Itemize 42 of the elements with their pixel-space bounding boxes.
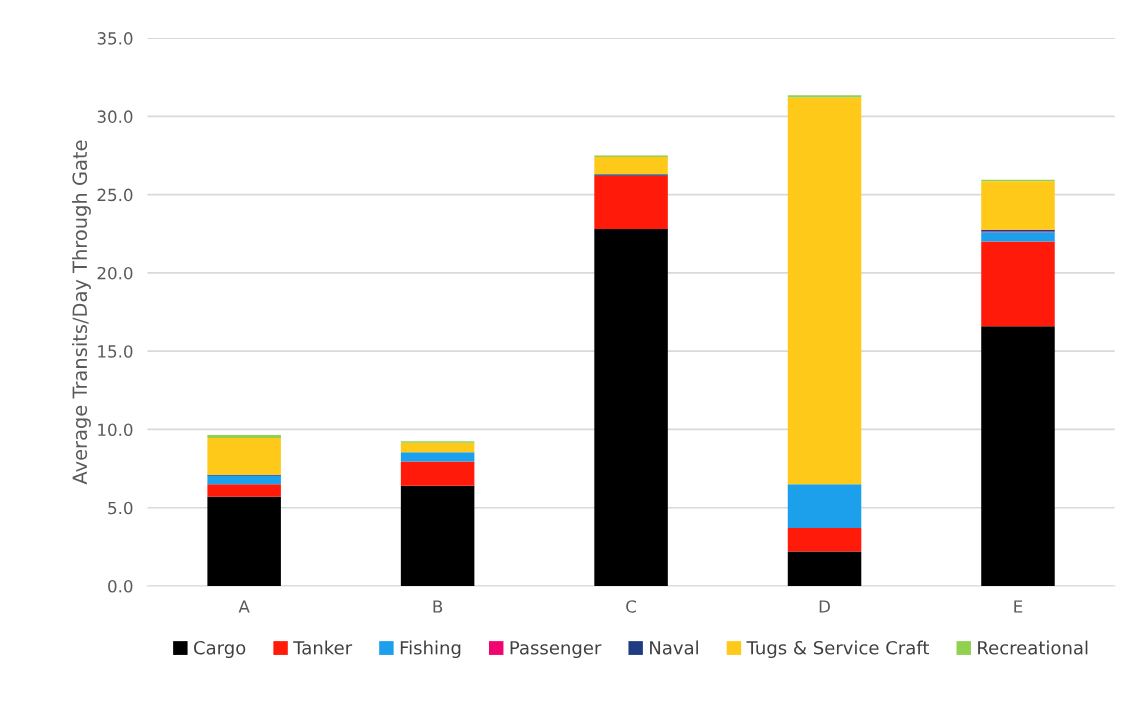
- bar: [400, 452, 475, 462]
- x-tick-label: E: [1014, 600, 1023, 613]
- legend-label: Recreational: [978, 640, 1088, 655]
- bar: [981, 241, 1055, 327]
- bar: [400, 485, 475, 586]
- y-tick-label: 15.0: [98, 345, 133, 358]
- bar: [207, 434, 281, 439]
- legend-label: Tugs & Service Craft: [746, 640, 930, 659]
- bar: [594, 229, 668, 586]
- legend-label: Tanker: [293, 640, 353, 655]
- legend-label: Cargo: [194, 640, 246, 659]
- y-tick-label: 20.0: [97, 266, 133, 280]
- bar: [981, 326, 1055, 586]
- bar: [981, 181, 1055, 230]
- bar: [594, 157, 668, 175]
- y-tick-label: 25.0: [97, 188, 133, 202]
- y-tick-label: 0.0: [108, 579, 133, 593]
- y-tick-label: 35.0: [97, 32, 133, 45]
- x-tick-label: C: [626, 600, 636, 613]
- y-tick-label: 10.0: [98, 423, 133, 437]
- bar: [400, 442, 475, 453]
- bar: [787, 484, 862, 529]
- bar: [787, 528, 862, 552]
- bar: [594, 175, 668, 230]
- y-tick-label: 5.0: [108, 501, 133, 515]
- bar: [787, 95, 862, 98]
- x-tick-label: B: [433, 600, 443, 613]
- y-tick-label: 30.0: [97, 110, 133, 123]
- y-axis-title: Average Transits/Day Through Gate: [72, 140, 91, 485]
- x-tick-label: D: [819, 600, 830, 613]
- legend-label: Passenger: [510, 641, 602, 659]
- bar: [787, 551, 862, 586]
- legend-label: Fishing: [400, 640, 461, 659]
- bar: [787, 97, 862, 485]
- legend-label: Naval: [650, 640, 698, 655]
- x-tick-label: A: [238, 600, 250, 613]
- bar: [207, 496, 281, 586]
- bar: [207, 484, 281, 497]
- bar: [981, 232, 1055, 242]
- bar: [207, 438, 281, 475]
- bar: [400, 461, 475, 486]
- bar: [207, 475, 281, 485]
